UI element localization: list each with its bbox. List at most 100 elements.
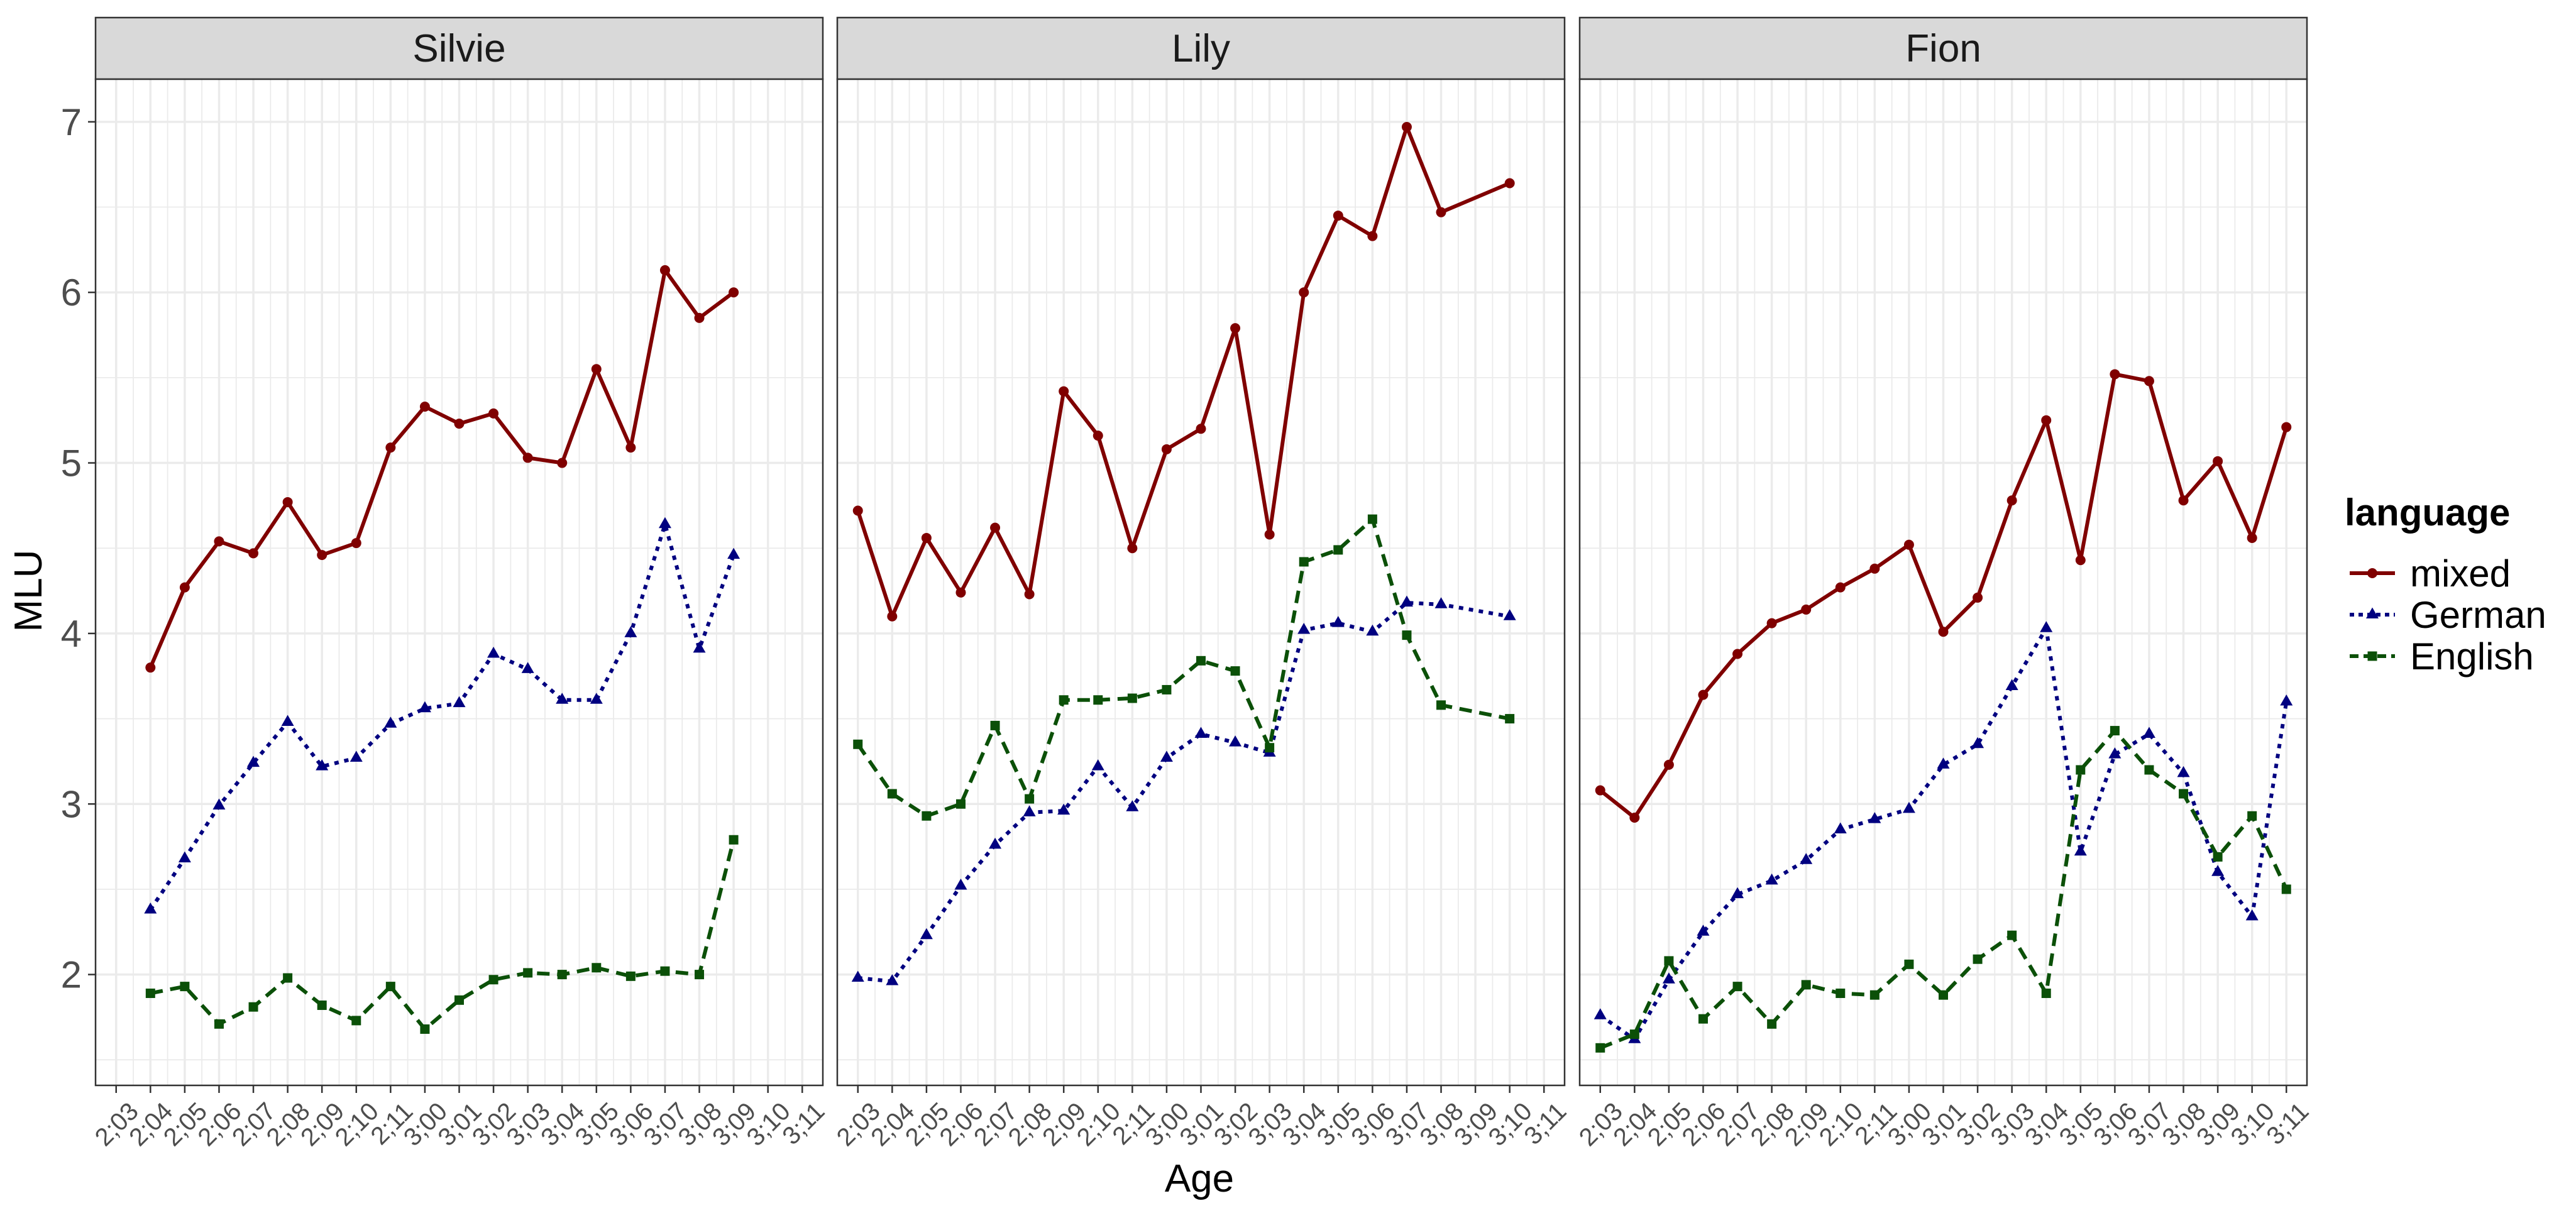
data-point-mixed [1367,231,1378,241]
data-point-english [1698,1014,1708,1024]
data-point-german [2245,909,2259,921]
facet-label: Silvie [412,27,505,70]
data-point-english [1732,982,1742,992]
data-point-english [1836,988,1846,998]
data-point-english [214,1019,224,1029]
data-point-english [853,739,863,749]
data-point-german [2280,694,2293,706]
series-english [145,835,739,1034]
data-point-mixed [2006,495,2017,506]
x-axis-ticks: 2;032;042;052;062;072;082;092;102;113;00… [90,1085,830,1151]
data-point-german [693,641,706,653]
data-point-english [1265,743,1275,753]
data-point-english [1367,514,1377,524]
data-point-mixed [1938,627,1949,637]
data-point-german [1091,759,1104,771]
data-point-mixed [454,419,465,429]
data-point-mixed [1024,589,1035,600]
data-point-mixed [145,662,156,673]
data-point-english [922,811,932,821]
data-point-mixed [852,505,863,516]
data-point-mixed [1230,323,1241,334]
data-point-mixed [1663,759,1674,770]
series-german [851,595,1516,985]
data-point-english [1196,656,1206,666]
data-point-mixed [921,532,932,543]
data-point-mixed [1595,785,1605,796]
data-point-mixed [1161,444,1172,454]
facet-label: Fion [1905,27,1981,70]
data-point-mixed [1299,287,1309,298]
legend-label: German [2410,594,2546,636]
data-point-english [887,789,897,799]
series-german [1593,621,2293,1043]
data-point-mixed [990,522,1001,533]
data-point-english [1127,693,1137,703]
data-point-german [1971,737,1984,749]
y-axis-ticks: 2 3 4 5 6 7 [61,101,96,996]
x-tick-label: 3;11 [2261,1097,2314,1150]
data-point-english [523,968,533,978]
data-point-mixed [1801,604,1812,615]
data-point-german [2211,865,2225,876]
data-point-mixed [887,611,898,622]
data-point-mixed [2178,495,2189,506]
data-point-german [350,750,363,762]
data-point-mixed [1093,431,1103,441]
data-point-mixed [694,312,705,323]
data-point-mixed [955,587,966,598]
data-point-english [625,971,636,981]
data-point-english [454,995,464,1005]
data-point-mixed [729,287,739,298]
data-point-mixed [1732,649,1743,659]
data-point-mixed [1504,178,1515,189]
data-point-mixed [2281,422,2292,432]
data-point-german [2108,747,2122,759]
data-point-english [420,1024,430,1034]
y-tick-label: 3 [61,783,82,825]
data-point-german [212,798,226,809]
data-point-english [955,799,966,809]
data-point-german [989,837,1002,849]
data-point-english [990,720,1000,730]
data-point-english [2179,789,2189,799]
data-point-german [487,646,500,658]
data-point-mixed [351,538,361,549]
data-point-english [695,970,705,980]
data-point-german [281,715,294,727]
legend-label: mixed [2410,552,2511,595]
series-line-english [150,839,736,1031]
gridlines [1580,79,2307,1085]
data-point-english [1025,794,1035,804]
data-point-mixed [2247,532,2257,543]
data-point-english [1973,954,1983,964]
data-point-english [729,835,739,845]
data-point-german [1834,822,1847,833]
data-point-german [1697,924,1710,936]
y-tick-label: 2 [61,954,82,996]
series-mixed [852,121,1515,622]
y-tick-label: 4 [61,613,82,655]
gridlines [96,79,823,1085]
panel-lily: Lily 2;032;042;052;062;072;082;092;102;11… [832,16,1571,1151]
data-point-mixed [1333,211,1343,221]
data-point-german [590,693,603,704]
data-point-german [521,662,534,673]
data-point-mixed [625,442,636,453]
data-point-english [488,975,498,985]
data-point-german [1126,800,1139,811]
data-point-german [1868,812,1881,823]
x-axis-ticks: 2;032;042;052;062;072;082;092;102;113;00… [832,1085,1571,1151]
data-point-german [1731,887,1744,899]
data-point-german [2074,844,2087,856]
data-point-mixed [282,497,293,507]
data-point-mixed [591,364,602,375]
series-english [853,514,1515,821]
data-point-mixed [2110,369,2120,380]
legend-key-marker [2366,607,2379,618]
data-point-english [145,988,155,998]
data-point-english [2110,726,2120,736]
data-point-english [2076,765,2086,775]
panel-silvie: Silvie 2;032;042;052;062;072;082;092;102;… [61,16,830,1151]
